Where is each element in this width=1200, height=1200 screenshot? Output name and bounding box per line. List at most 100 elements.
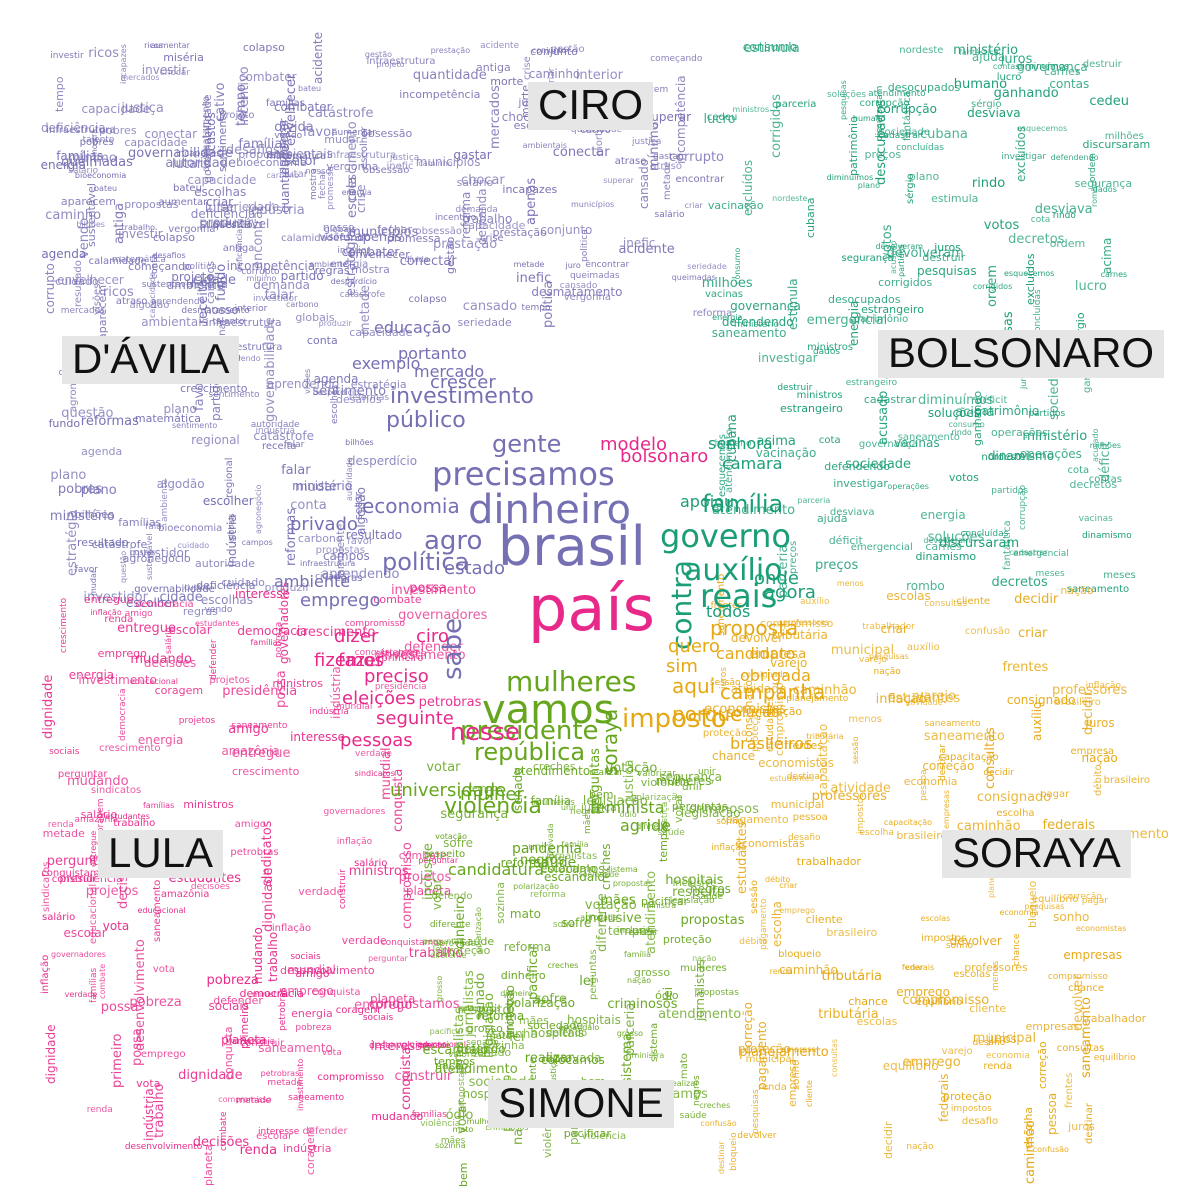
cloud-word: varejo [858, 654, 887, 665]
cloud-word: discursaram [1082, 137, 1151, 151]
cloud-word: pesquisas [868, 652, 909, 662]
cloud-word: indústria [255, 425, 295, 436]
cloud-word: sozinha [493, 881, 507, 924]
cloud-word: ministério [1022, 429, 1088, 445]
cloud-word: ordem [985, 265, 1001, 308]
cloud-word: coragem [335, 1004, 380, 1016]
cloud-word: ministros [807, 342, 854, 354]
cloud-word: carbono [285, 299, 319, 309]
cloud-word: governança [1017, 59, 1088, 74]
cloud-word: petrobras [230, 847, 279, 859]
cloud-word: indústria [225, 514, 240, 567]
cloud-word: gestão [364, 50, 392, 60]
cloud-word: polarização [630, 792, 683, 803]
cloud-word: auxílio [906, 642, 940, 654]
cloud-word: desafios [336, 393, 382, 407]
cloud-word: tempo [521, 303, 551, 314]
cloud-word: municipal [972, 1030, 1037, 1046]
cloud-word: regras [314, 264, 350, 278]
cloud-word: quantidade [412, 67, 487, 83]
cloud-word: pobres [99, 124, 137, 138]
cloud-word: possa [409, 581, 447, 597]
cloud-word: consignado [976, 790, 1052, 806]
cloud-word: governabilidade [127, 145, 233, 161]
cloud-word: propostas [238, 147, 293, 161]
cloud-word: compromisso [759, 617, 834, 631]
cloud-word-major: solução [726, 705, 780, 721]
cloud-word: planejamento [786, 693, 849, 704]
cloud-word: conquistamos [354, 647, 418, 658]
cloud-word: plano [50, 467, 87, 483]
cloud-word: receita [261, 440, 297, 452]
cloud-word: cuidado [177, 541, 210, 551]
cloud-word: hospitais [530, 1025, 585, 1040]
cloud-word: favor [347, 536, 373, 548]
cloud-word: débito [739, 936, 768, 947]
cloud-word: vergonha [563, 291, 611, 303]
cloud-word: renda [769, 967, 793, 977]
cloud-word-major: pandemia [512, 841, 582, 857]
cloud-word: gestão [550, 43, 585, 55]
cloud-word: indústria [142, 1088, 157, 1142]
cloud-word: perguntar [46, 854, 112, 870]
cloud-word: corrupto [668, 149, 724, 165]
cloud-word: morte [594, 126, 606, 157]
cloud-word: ambientais [266, 146, 333, 161]
cloud-word: emprego [140, 1049, 186, 1061]
cloud-word: mínimo [246, 274, 277, 284]
cloud-word: cadastrar [1009, 547, 1048, 557]
cloud-word: chocar [159, 68, 191, 79]
cloud-word: agronegócio [122, 551, 191, 565]
cloud-word: legislação [582, 794, 648, 810]
cloud-word: sociais [49, 747, 80, 758]
cloud-word-major: bolsonaro [620, 446, 709, 467]
cloud-word: equilíbrio [1031, 893, 1079, 905]
cloud-word: mato [452, 1124, 474, 1134]
cloud-word: lutar [171, 156, 203, 172]
cloud-word: estrangeiro [845, 377, 898, 388]
cloud-word: capacitação [938, 751, 999, 763]
cloud-word: lei [579, 974, 595, 990]
cloud-word: inefic [622, 235, 656, 250]
cloud-word: mulheres [680, 962, 727, 974]
cloud-word: ódio [445, 1107, 474, 1123]
cloud-word: parceria [622, 1002, 638, 1056]
cloud-word: juro [565, 261, 581, 271]
cloud-word: creches [547, 961, 579, 971]
cloud-word: compromisso [218, 1094, 272, 1104]
cloud-word: brasileiro [826, 925, 878, 939]
cloud-word: indústria [283, 1142, 332, 1156]
cloud-word: incapazes [119, 44, 129, 84]
cloud-word: economia [903, 774, 958, 788]
cloud-word: possa [100, 1000, 139, 1016]
cloud-word: senado [471, 1045, 512, 1059]
cloud-word: hospitais [567, 1012, 621, 1027]
cloud-word: planeta [221, 1033, 267, 1048]
cloud-word-major: candidatura [448, 860, 545, 879]
cloud-word: projetos [209, 675, 250, 687]
cloud-word: investidor [252, 293, 298, 304]
cloud-word: criar [1017, 625, 1048, 641]
cloud-word: produzir [199, 216, 253, 232]
cloud-word: pesquisas [751, 1089, 762, 1134]
cloud-word-major: dinheiro [468, 487, 631, 533]
cloud-word: consignado [1006, 693, 1076, 708]
cloud-word: renda [47, 820, 74, 831]
cloud-word: planeta [202, 1144, 216, 1186]
cloud-word: empresas [1025, 1020, 1080, 1034]
cloud-word: justiça [389, 153, 420, 164]
cloud-word: falar [281, 462, 311, 478]
cloud-word: antiga [222, 243, 255, 255]
cloud-word: juros [1068, 1120, 1095, 1134]
cloud-word: dívida [404, 254, 429, 264]
cloud-word: vota [321, 1047, 342, 1058]
cloud-word: chance [1012, 934, 1023, 967]
cloud-word: cansado [462, 299, 518, 315]
cloud-word: concluídas [896, 143, 944, 154]
cloud-word: incentivo [434, 213, 477, 224]
cloud-word: realizar [589, 768, 623, 779]
cloud-word: grosso [434, 975, 444, 1002]
cloud-word: salário [354, 858, 388, 870]
cloud-word: empresa [781, 1044, 817, 1054]
cloud-word: ministério [953, 43, 1019, 59]
